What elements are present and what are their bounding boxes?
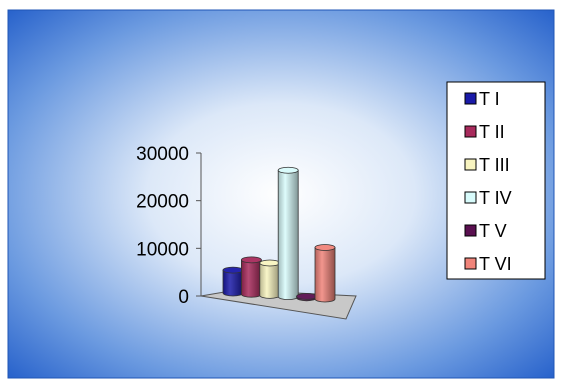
bar xyxy=(240,256,262,298)
legend-swatch xyxy=(464,125,477,138)
bar xyxy=(296,292,318,302)
y-tick-label: 0 xyxy=(178,287,189,308)
y-axis: 0 10000 20000 30000 xyxy=(136,144,201,308)
bar xyxy=(259,259,281,299)
y-tick-label: 20000 xyxy=(136,192,189,213)
bar xyxy=(277,166,299,300)
legend-item: T IV xyxy=(464,188,512,208)
legend-swatch xyxy=(464,158,477,171)
legend-swatch xyxy=(464,92,477,105)
legend-label: T II xyxy=(479,122,505,142)
legend-swatch xyxy=(464,224,477,237)
legend-item: T III xyxy=(464,155,510,175)
legend-item: T II xyxy=(464,122,505,142)
bar xyxy=(222,266,244,297)
y-tick-label: 10000 xyxy=(136,239,189,260)
legend-label: T VI xyxy=(479,254,512,274)
plot-area: 0 10000 20000 30000 xyxy=(136,144,357,320)
bars xyxy=(222,166,336,303)
legend-item: T VI xyxy=(464,254,512,274)
legend-box xyxy=(446,81,546,280)
bar xyxy=(314,244,336,303)
legend-label: T V xyxy=(479,221,507,241)
legend-items: T I T II T III T IV T V T VI xyxy=(464,89,512,274)
legend-label: T III xyxy=(479,155,510,175)
legend-label: T I xyxy=(479,89,500,109)
legend-swatch xyxy=(464,191,477,204)
legend: T I T II T III T IV T V T VI xyxy=(446,81,546,280)
legend-item: T V xyxy=(464,221,507,241)
legend-swatch xyxy=(464,257,477,270)
y-tick-label: 30000 xyxy=(136,144,189,165)
legend-label: T IV xyxy=(479,188,512,208)
legend-item: T I xyxy=(464,89,500,109)
